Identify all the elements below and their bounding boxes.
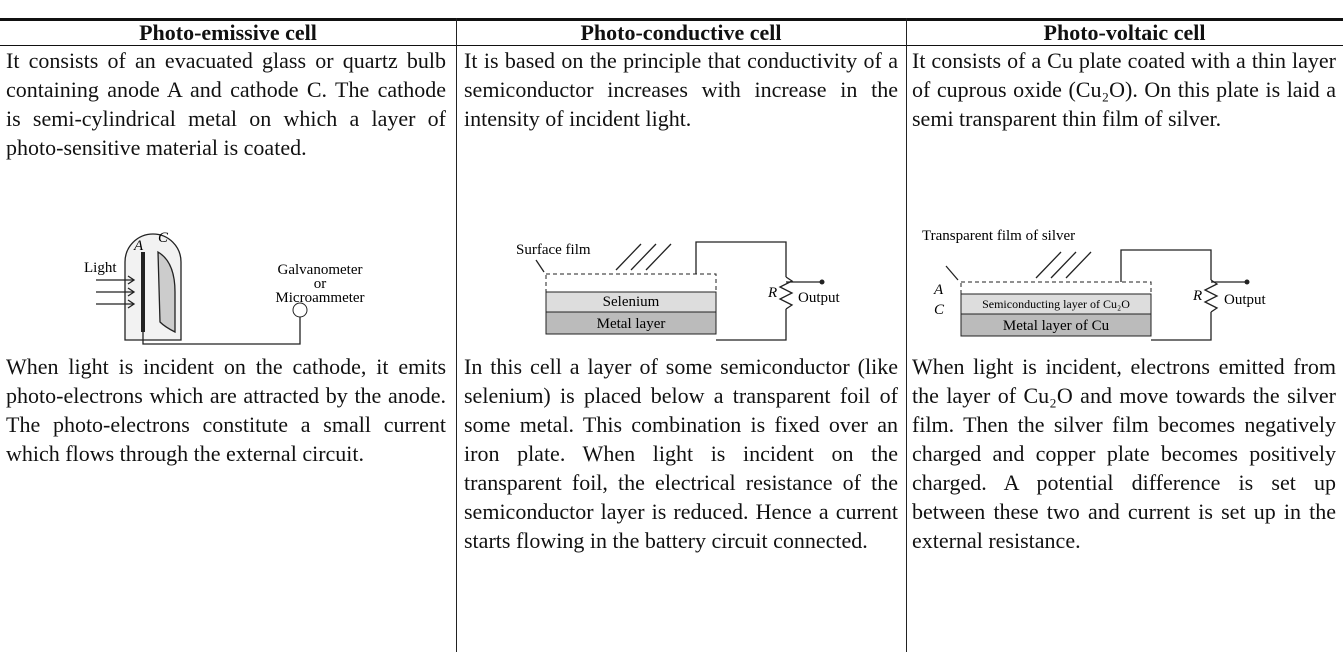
diagram-label: Metal layer of Cu xyxy=(1003,318,1110,334)
diagram-label: A xyxy=(133,238,144,254)
cell-text: In this cell a layer of some semiconduct… xyxy=(464,352,898,555)
header-cell: Photo-conductive cell xyxy=(456,18,906,46)
diagram-label: R xyxy=(767,285,777,301)
diagram-label: A xyxy=(933,282,944,298)
photo-emissive-diagram: Light A C Galvanometer or Microammeter xyxy=(0,222,456,347)
cell-text: When light is incident, electrons emitte… xyxy=(912,352,1336,555)
diagram-label: Semiconducting layer of Cu₂O xyxy=(982,297,1130,311)
diagram-label: Microammeter xyxy=(275,290,364,306)
diagram-label: Transparent film of silver xyxy=(922,228,1075,244)
cell-text: It consists of an evacuated glass or qua… xyxy=(6,46,446,162)
page: Photo-emissive cell Photo-conductive cel… xyxy=(0,0,1343,652)
diagram-label: R xyxy=(1192,288,1202,304)
diagram-label: Metal layer xyxy=(597,316,666,332)
header-cell: Photo-emissive cell xyxy=(0,18,456,46)
diagram-label: Selenium xyxy=(603,294,660,310)
photo-voltaic-diagram: Transparent film of silver A C Semicondu… xyxy=(906,222,1343,347)
header-cell: Photo-voltaic cell xyxy=(906,18,1343,46)
diagram-label: Output xyxy=(1224,292,1267,308)
diagram-label: C xyxy=(934,302,945,318)
diagram-label: Surface film xyxy=(516,242,591,258)
cell-text: It is based on the principle that conduc… xyxy=(464,46,898,133)
cell-text: It consists of a Cu plate coated with a … xyxy=(912,46,1336,133)
cell-text: When light is incident on the cathode, i… xyxy=(6,352,446,468)
photo-conductive-diagram: Surface film Selenium Metal layer R Outp… xyxy=(456,222,906,347)
diagram-label: C xyxy=(158,230,169,246)
diagram-label: Light xyxy=(84,260,117,276)
diagram-label: Output xyxy=(798,290,841,306)
